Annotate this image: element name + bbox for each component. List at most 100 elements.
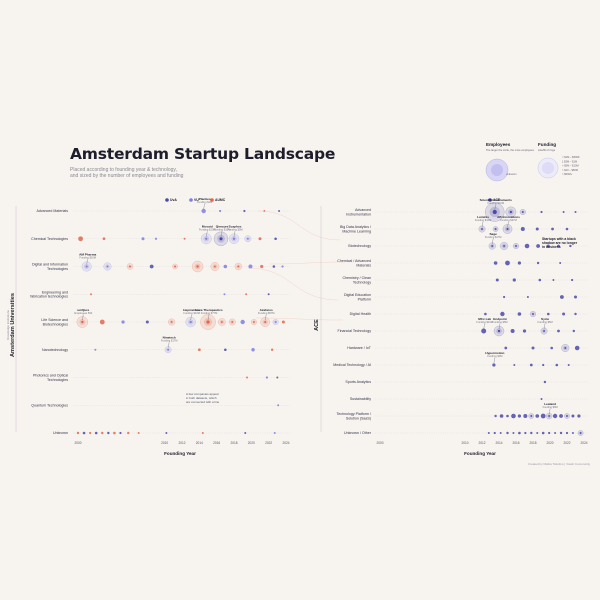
x-tick-label: 2000	[376, 441, 383, 445]
subtitle-line: and sized by the number of employees and…	[70, 173, 184, 180]
x-tick-label: 2022	[563, 441, 570, 445]
annotation-leader	[265, 314, 267, 321]
startup-point	[557, 329, 560, 333]
startup-point	[90, 293, 92, 296]
annotation-leader	[493, 357, 496, 364]
annotation-name: Hypermotion	[485, 351, 504, 355]
x-tick-label: 2000	[74, 441, 81, 445]
legend-label: UvA	[170, 198, 177, 202]
x-tick-label: 2016	[512, 441, 519, 445]
startup-point	[504, 346, 508, 350]
annotation-sub: Funding $10M	[199, 228, 216, 232]
annotation-sub: Employees 500	[74, 311, 92, 315]
group-title: Amsterdam Universities	[10, 293, 16, 357]
annotation-leader	[86, 258, 88, 265]
funding-legend-level: > $10 – $50M	[562, 168, 578, 172]
category-label: Technologies	[47, 267, 68, 271]
startup-point	[555, 363, 559, 367]
annotation-name: Luminis	[477, 215, 489, 219]
employees-legend-title: Employees	[486, 142, 511, 147]
annotation-leader	[190, 314, 192, 321]
annotation-name: Sage	[489, 232, 497, 236]
startup-point	[273, 432, 276, 434]
category-label: Nanotechnology	[42, 348, 68, 352]
category-label: Digital Education	[344, 293, 371, 297]
category-label: Life Science and	[41, 318, 68, 322]
annotation-name: Mosaid	[202, 225, 213, 229]
startup-point	[481, 328, 487, 334]
startup-point	[510, 329, 515, 333]
cross-link-line	[257, 210, 341, 241]
category-label: Instrumentation	[346, 212, 371, 216]
category-label: Technology	[353, 280, 371, 284]
category-label: Financial Technology	[338, 329, 372, 333]
startup-point	[547, 312, 550, 316]
startup-point	[493, 431, 496, 435]
startup-point	[170, 321, 173, 323]
startup-point	[220, 321, 223, 323]
startup-point	[89, 431, 92, 435]
startup-point	[264, 320, 267, 324]
startup-point	[574, 312, 577, 316]
startup-point	[506, 227, 509, 231]
startup-point	[517, 261, 522, 265]
startup-point	[263, 210, 266, 212]
category-label: Machine Learning	[342, 229, 371, 233]
startup-point	[113, 431, 116, 435]
category-label: Unknown	[53, 431, 68, 435]
startup-point	[487, 432, 490, 434]
startup-point	[78, 236, 83, 242]
startup-point	[201, 208, 206, 214]
startup-point	[243, 209, 246, 213]
annotation-sub: Funding $1M	[197, 200, 212, 204]
category-label: Chemistry / Clean	[342, 276, 371, 280]
startup-point	[512, 432, 515, 434]
x-tick-label: 2024	[282, 441, 289, 445]
startup-point	[497, 329, 501, 333]
startup-point	[536, 432, 539, 434]
credit-line: Created by Mattia Tottolino | Viewit Com…	[528, 462, 591, 466]
startup-point	[517, 312, 522, 316]
annotation-sub: Funding $5M	[537, 320, 552, 324]
category-label: Solution (SaaS)	[346, 416, 371, 420]
annotation-leader	[481, 221, 484, 228]
startup-point	[543, 380, 547, 384]
startup-point	[251, 348, 255, 352]
startup-point	[81, 320, 84, 324]
startup-point	[276, 376, 279, 379]
startup-point	[492, 209, 497, 215]
startup-point	[495, 278, 499, 282]
startup-point	[540, 398, 543, 400]
startup-point	[524, 243, 530, 249]
funding-legend-level: > $50M+	[562, 172, 573, 176]
startup-point	[543, 330, 545, 332]
category-label: Technology Platform /	[336, 412, 371, 416]
startup-point	[535, 414, 540, 418]
startup-point	[119, 431, 122, 435]
startup-point	[512, 278, 516, 282]
startup-point	[536, 261, 540, 265]
startup-point	[149, 264, 154, 269]
startup-point	[219, 209, 222, 213]
annotation-sub: Funding $10M	[79, 255, 96, 259]
annotation-sub: Funding $5M	[543, 405, 558, 409]
annotation-name: uniQure	[77, 308, 89, 312]
startup-point	[571, 278, 574, 282]
legend-swatch	[210, 198, 214, 202]
startup-point	[219, 237, 223, 241]
annotation-leader	[492, 238, 494, 245]
startup-point	[520, 227, 525, 231]
annotation-leader	[207, 314, 210, 321]
startup-point	[196, 265, 199, 268]
annotation-leader	[543, 323, 546, 330]
startup-point	[560, 295, 564, 299]
annotation-sub: Funding $10M	[475, 218, 492, 222]
startup-point	[579, 432, 582, 434]
startup-point	[505, 260, 510, 266]
startup-point	[107, 431, 110, 435]
annotation-name: Endpoint	[493, 317, 506, 321]
startup-point	[566, 415, 568, 417]
startup-point	[129, 265, 131, 268]
